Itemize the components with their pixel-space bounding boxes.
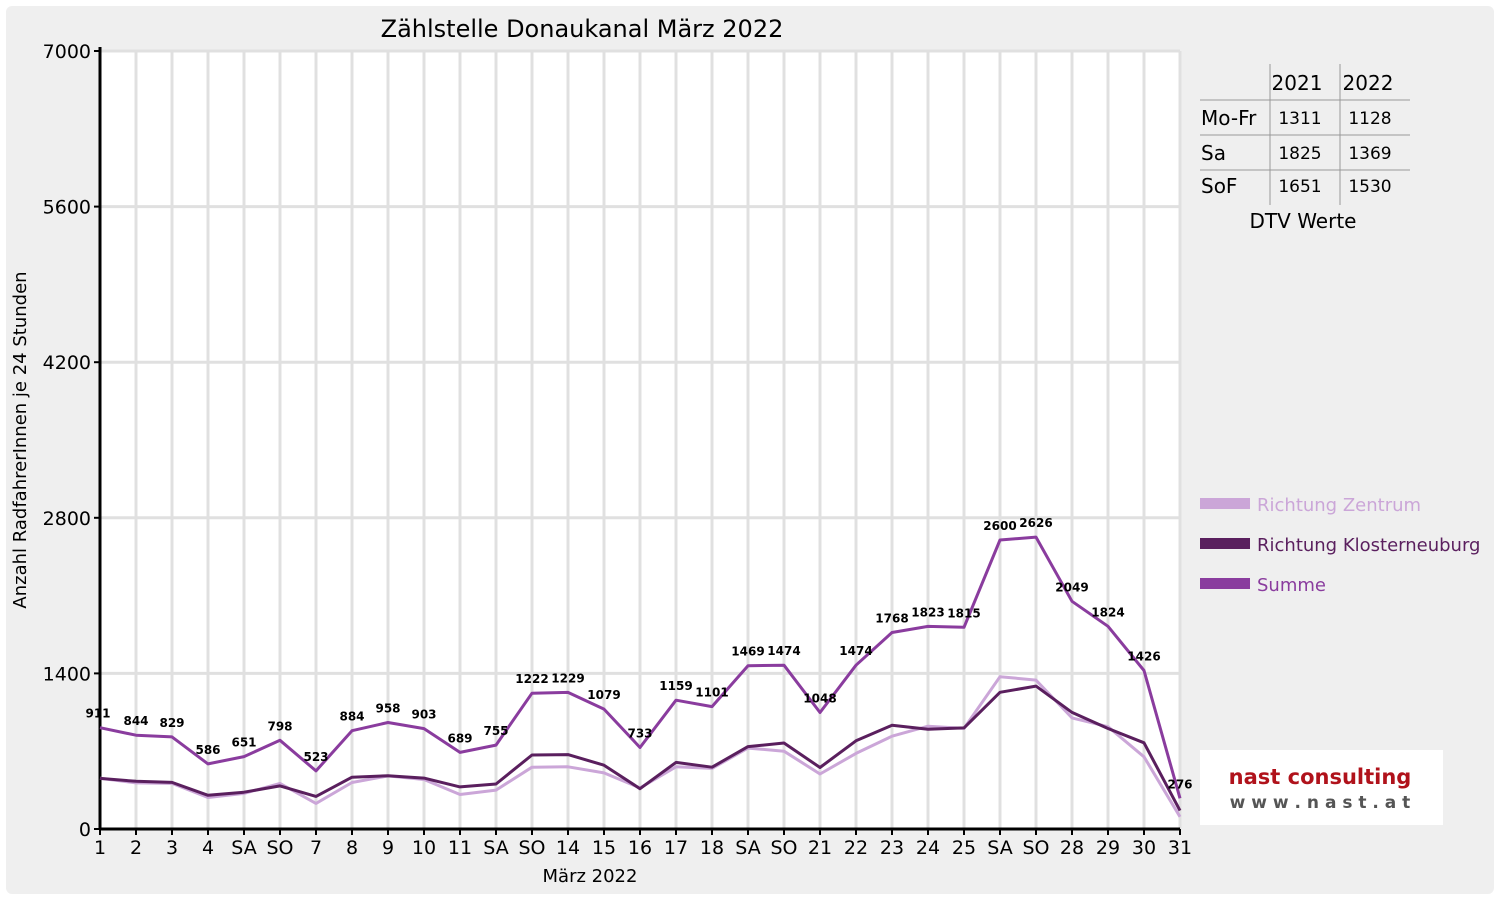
data-label: 1469	[731, 645, 764, 659]
y-tick-label: 5600	[43, 197, 91, 219]
dtv-caption: DTV Werte	[1250, 209, 1357, 233]
logo: nast consulting w w w . n a s t . a t	[1200, 750, 1443, 825]
y-tick-label: 0	[79, 819, 91, 841]
x-tick-label: SA	[231, 837, 256, 859]
x-tick-label: 17	[664, 837, 688, 859]
data-label: 689	[447, 731, 472, 745]
x-tick-label: SO	[518, 837, 545, 859]
chart-title: Zählstelle Donaukanal März 2022	[381, 15, 784, 43]
legend: Richtung Zentrum Richtung Klosterneuburg S…	[1200, 495, 1480, 596]
x-tick-label: SO	[1022, 837, 1049, 859]
dtv-cell: 1651	[1278, 177, 1321, 197]
data-label: 2600	[983, 519, 1016, 533]
x-tick-label: 28	[1060, 837, 1084, 859]
x-tick-label: 11	[448, 837, 472, 859]
data-label: 2626	[1019, 516, 1052, 530]
y-tick-label: 1400	[43, 663, 91, 685]
x-tick-label: 30	[1132, 837, 1156, 859]
data-label: 903	[411, 708, 436, 722]
dtv-cell: 1530	[1348, 177, 1391, 197]
data-label: 1426	[1127, 650, 1160, 664]
data-label: 523	[303, 750, 328, 764]
legend-label: Richtung Klosterneuburg	[1257, 535, 1480, 556]
legend-swatch	[1200, 538, 1250, 549]
data-label: 733	[627, 727, 652, 741]
dtv-row-label: SoF	[1201, 174, 1237, 198]
data-label: 1048	[803, 692, 836, 706]
x-tick-label: SA	[735, 837, 760, 859]
data-label: 1222	[515, 672, 548, 686]
x-axis-label: März 2022	[543, 866, 638, 887]
data-label: 1824	[1091, 605, 1124, 619]
legend-swatch	[1200, 578, 1250, 589]
dtv-cell: 1825	[1278, 144, 1321, 164]
data-label: 1815	[947, 606, 980, 620]
dtv-row-label: Sa	[1201, 141, 1226, 165]
data-label: 829	[159, 716, 184, 730]
data-label: 651	[231, 736, 256, 750]
x-tick-label: 18	[700, 837, 724, 859]
y-tick-label: 4200	[43, 352, 91, 374]
y-axis-label: Anzahl RadfahrerInnen je 24 Stunden	[10, 271, 31, 608]
x-tick-label: 29	[1096, 837, 1120, 859]
data-label: 755	[483, 724, 508, 738]
x-tick-label: 25	[952, 837, 976, 859]
data-label: 798	[267, 719, 292, 733]
x-tick-label: 31	[1168, 837, 1192, 859]
x-tick-label: SO	[770, 837, 797, 859]
x-tick-label: SO	[266, 837, 293, 859]
y-tick-label: 7000	[43, 41, 91, 63]
data-label: 1159	[659, 679, 692, 693]
x-tick-label: 2	[130, 837, 142, 859]
x-tick-label: 7	[310, 837, 322, 859]
data-label: 1229	[551, 671, 584, 685]
dtv-cell: 1369	[1348, 144, 1391, 164]
series-line	[99, 684, 1182, 812]
data-label: 586	[195, 743, 220, 757]
x-tick-label: 9	[382, 837, 394, 859]
x-tick-label: 22	[844, 837, 868, 859]
data-label: 276	[1167, 777, 1192, 791]
legend-label: Richtung Zentrum	[1257, 495, 1421, 516]
x-tick-label: 3	[166, 837, 178, 859]
logo-url: w w w . n a s t . a t	[1230, 793, 1411, 813]
data-label: 1101	[695, 686, 728, 700]
x-tick-label: 24	[916, 837, 940, 859]
data-label: 1474	[767, 644, 800, 658]
data-label: 884	[339, 710, 364, 724]
series-line	[99, 535, 1182, 799]
dtv-row-label: Mo-Fr	[1201, 106, 1257, 130]
x-tick-label: 4	[202, 837, 214, 859]
data-label: 844	[123, 714, 148, 728]
y-tick-label: 2800	[43, 508, 91, 530]
x-tick-label: SA	[483, 837, 508, 859]
legend-swatch	[1200, 498, 1250, 509]
x-tick-label: 1	[94, 837, 106, 859]
data-label: 958	[375, 702, 400, 716]
x-tick-label: 15	[592, 837, 616, 859]
dtv-header-2021: 2021	[1272, 71, 1323, 95]
x-tick-label: 21	[808, 837, 832, 859]
legend-label: Summe	[1257, 575, 1326, 596]
data-label: 2049	[1055, 580, 1088, 594]
logo-text: nast consulting	[1229, 765, 1412, 789]
dtv-cell: 1128	[1348, 109, 1391, 129]
x-tick-label: SA	[987, 837, 1012, 859]
dtv-header-2022: 2022	[1343, 71, 1394, 95]
x-tick-label: 23	[880, 837, 904, 859]
data-label: 1079	[587, 688, 620, 702]
x-tick-label: 10	[412, 837, 436, 859]
data-label: 1768	[875, 611, 908, 625]
x-tick-label: 8	[346, 837, 358, 859]
x-tick-label: 14	[556, 837, 580, 859]
data-label: 1474	[839, 644, 872, 658]
data-label: 1823	[911, 605, 944, 619]
data-label: 911	[85, 707, 110, 721]
x-tick-label: 16	[628, 837, 652, 859]
dtv-table: 2021 2022 Mo-Fr 1311 1128 Sa 1825 1369 S…	[1200, 64, 1410, 233]
dtv-cell: 1311	[1278, 109, 1321, 129]
